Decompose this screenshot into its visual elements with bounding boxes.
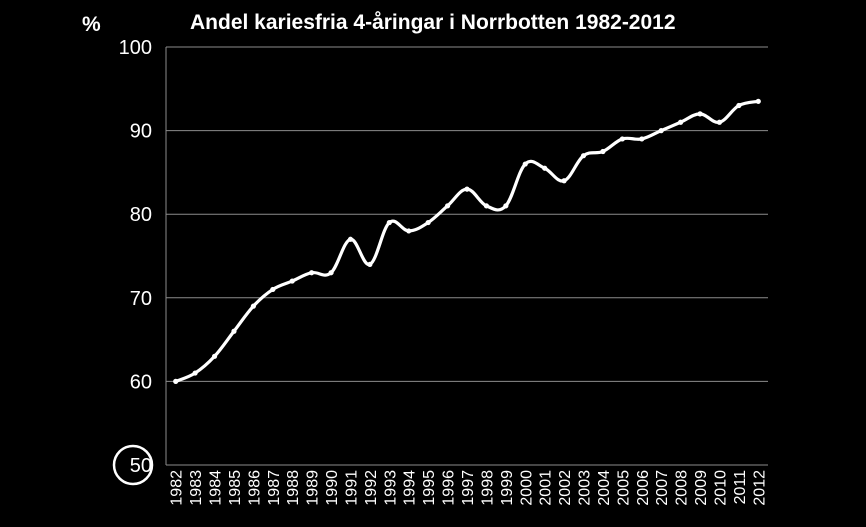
data-point xyxy=(211,353,218,359)
x-tick-label: 1999 xyxy=(499,470,516,506)
x-tick-label: 2005 xyxy=(615,470,632,506)
data-point xyxy=(270,286,276,293)
x-tick-label: 2008 xyxy=(674,470,691,506)
data-point xyxy=(289,278,295,284)
x-tick-label: 2012 xyxy=(751,470,768,506)
chart-title: Andel kariesfria 4-åringar i Norrbotten … xyxy=(190,11,676,34)
data-point xyxy=(231,328,237,334)
x-axis-ticks: 1982 1983 1984 1985 1986 1987 1988 1989 1990 1991… xyxy=(169,470,769,506)
x-tick-label: 2004 xyxy=(596,470,613,506)
data-point xyxy=(386,219,392,226)
x-tick-label: 1986 xyxy=(246,470,263,506)
data-point xyxy=(716,119,723,125)
data-point xyxy=(697,111,703,117)
x-tick-label: 1992 xyxy=(363,470,380,506)
data-point xyxy=(503,203,509,209)
x-tick-label: 1989 xyxy=(305,470,322,506)
x-tick-label: 2006 xyxy=(635,470,652,506)
data-point xyxy=(580,153,587,159)
y-tick-label: 100 xyxy=(119,37,152,59)
data-point xyxy=(522,161,528,167)
data-point xyxy=(542,165,548,171)
data-point xyxy=(328,270,334,276)
x-tick-label: 2002 xyxy=(557,470,574,506)
x-tick-label: 2011 xyxy=(732,470,749,505)
gridlines xyxy=(165,46,768,466)
x-tick-label: 2000 xyxy=(518,470,535,506)
x-tick-label: 1984 xyxy=(208,470,225,506)
x-tick-label: 1997 xyxy=(460,470,477,506)
x-tick-label: 1995 xyxy=(421,470,438,506)
x-tick-label: 1996 xyxy=(441,470,458,506)
x-tick-label: 1982 xyxy=(169,470,186,506)
data-point xyxy=(406,228,412,234)
x-tick-label: 1991 xyxy=(343,470,360,506)
data-point xyxy=(600,148,606,155)
x-tick-label: 1990 xyxy=(324,470,341,506)
y-tick-label: 70 xyxy=(130,288,152,310)
x-tick-label: 2009 xyxy=(693,470,710,506)
x-tick-label: 2007 xyxy=(654,470,671,506)
data-point xyxy=(309,270,315,276)
data-point xyxy=(755,98,761,104)
x-tick-label: 1998 xyxy=(479,470,496,506)
x-tick-label: 1988 xyxy=(285,470,302,506)
y-tick-label: 80 xyxy=(130,204,152,226)
y-axis-unit-label: % xyxy=(82,13,101,36)
y-tick-label: 60 xyxy=(130,371,152,393)
data-point xyxy=(367,261,373,267)
x-tick-label: 2010 xyxy=(712,470,729,506)
x-tick-label: 1993 xyxy=(382,470,399,506)
y-tick-label: 50 xyxy=(130,455,152,477)
data-point xyxy=(347,236,354,242)
x-tick-label: 2001 xyxy=(538,470,555,506)
y-tick-label: 90 xyxy=(130,121,152,143)
data-point xyxy=(250,303,256,309)
data-point xyxy=(561,178,567,184)
x-tick-label: 1994 xyxy=(402,470,419,506)
data-point xyxy=(464,186,470,192)
x-tick-label: 1983 xyxy=(188,470,205,506)
data-point xyxy=(192,370,198,376)
data-point xyxy=(483,203,490,209)
y-axis-ticks: 50 60 70 80 90 100 xyxy=(112,37,154,486)
series-line xyxy=(174,99,760,383)
data-point xyxy=(619,136,625,142)
highlight-circle xyxy=(112,444,154,486)
data-point xyxy=(658,128,664,134)
x-tick-label: 2003 xyxy=(577,470,594,506)
x-tick-label: 1985 xyxy=(227,470,244,506)
data-point xyxy=(678,119,684,125)
data-point xyxy=(173,378,179,384)
data-point xyxy=(736,102,742,109)
series-line-group xyxy=(173,98,761,384)
data-point xyxy=(639,136,645,142)
x-tick-label: 1987 xyxy=(266,470,283,506)
data-point xyxy=(444,203,451,209)
data-point xyxy=(425,219,431,226)
